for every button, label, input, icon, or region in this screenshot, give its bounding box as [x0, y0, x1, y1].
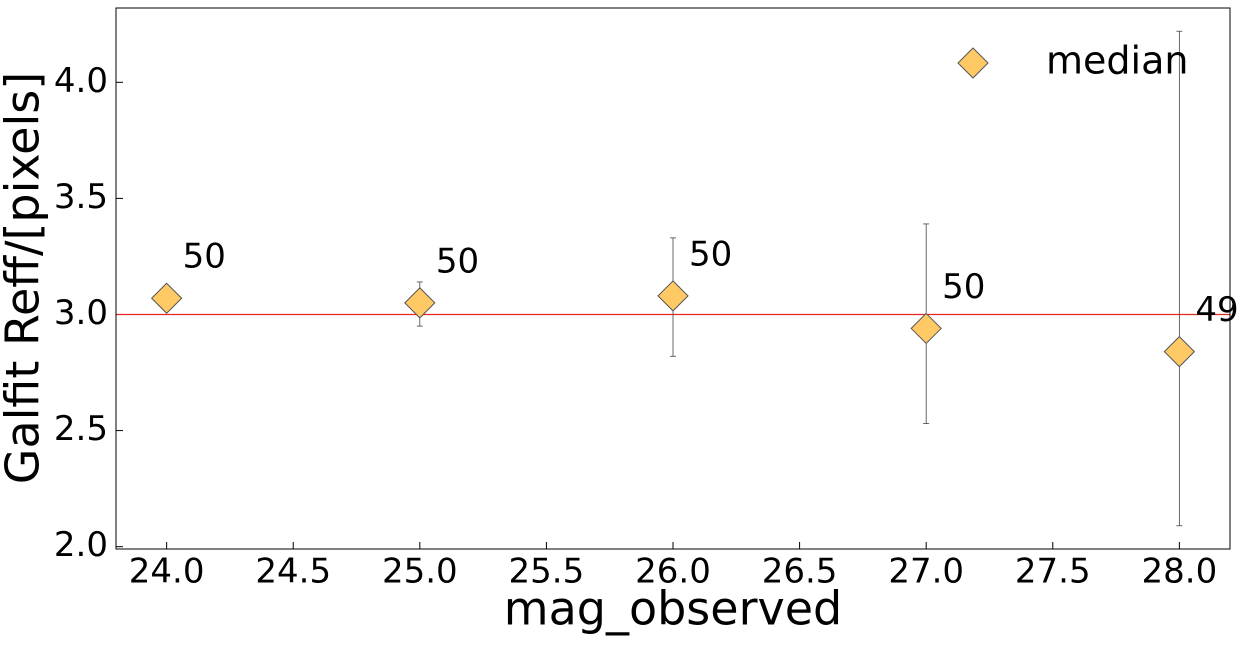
- marker: [657, 280, 689, 312]
- y-tick-label: 2.0: [54, 525, 108, 565]
- x-tick-label: 27.0: [888, 552, 964, 592]
- x-tick-label: 25.5: [509, 552, 585, 592]
- x-tick-label: 24.0: [129, 552, 205, 592]
- y-tick-label: 4.0: [54, 61, 108, 101]
- marker: [1163, 335, 1196, 368]
- marker: [404, 287, 436, 319]
- y-axis-label: Galfit Reff/[pixels]: [0, 72, 50, 484]
- y-tick-label: 3.5: [54, 177, 108, 217]
- marker: [150, 282, 183, 314]
- x-axis-label: mag_observed: [504, 582, 842, 636]
- count-label: 50: [942, 267, 985, 307]
- count-label: 49: [1195, 290, 1238, 330]
- legend-label: median: [1046, 39, 1188, 83]
- legend-marker: [957, 47, 989, 79]
- plot-frame: [115, 7, 1231, 550]
- y-tick-label: 3.0: [54, 293, 108, 333]
- x-tick-label: 28.0: [1142, 552, 1218, 592]
- x-tick-label: 24.5: [255, 552, 331, 592]
- x-tick-label: 25.0: [382, 552, 458, 592]
- y-tick-label: 2.5: [54, 409, 108, 449]
- count-label: 50: [183, 237, 226, 277]
- x-tick-label: 27.5: [1015, 552, 1091, 592]
- count-label: 50: [689, 234, 732, 274]
- x-tick-label: 26.5: [762, 552, 838, 592]
- x-tick-label: 26.0: [635, 552, 711, 592]
- marker: [910, 312, 942, 345]
- count-label: 50: [436, 241, 479, 281]
